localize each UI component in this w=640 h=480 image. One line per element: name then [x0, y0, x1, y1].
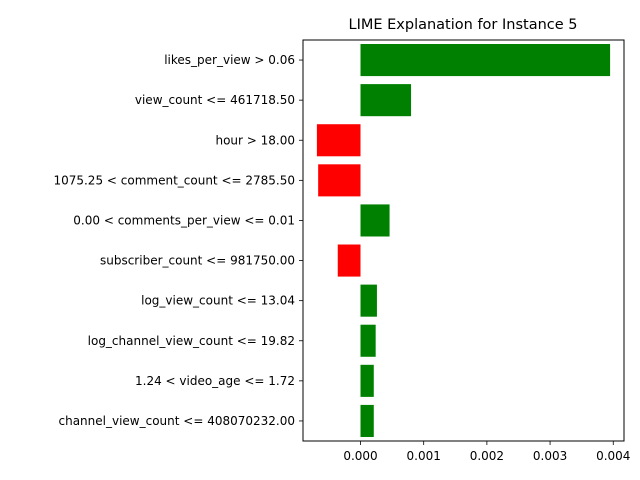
x-tick-label: 0.000	[343, 449, 377, 463]
y-tick-label: 0.00 < comments_per_view <= 0.01	[73, 213, 295, 227]
y-tick-label: channel_view_count <= 408070232.00	[58, 414, 295, 428]
y-tick-label: subscriber_count <= 981750.00	[100, 254, 295, 268]
x-tick-label: 0.001	[407, 449, 441, 463]
y-tick-label: likes_per_view > 0.06	[164, 53, 295, 67]
bar-8	[360, 324, 376, 357]
x-tick-label: 0.002	[470, 449, 504, 463]
y-tick-label: 1.24 < video_age <= 1.72	[135, 374, 295, 388]
bar-4	[318, 164, 361, 197]
y-tick-label: log_channel_view_count <= 19.82	[88, 334, 295, 348]
bar-1	[360, 44, 611, 77]
bar-9	[360, 364, 374, 397]
bar-3	[316, 124, 361, 157]
bar-5	[360, 204, 390, 237]
x-axis: 0.000 0.001 0.002 0.003 0.004	[343, 441, 630, 463]
y-axis: likes_per_view > 0.06 view_count <= 46171…	[53, 53, 303, 428]
bar-6	[337, 244, 361, 277]
x-tick-label: 0.003	[533, 449, 567, 463]
y-tick-label: 1075.25 < comment_count <= 2785.50	[53, 173, 295, 187]
bar-10	[360, 404, 374, 437]
x-tick-label: 0.004	[596, 449, 630, 463]
chart-title: LIME Explanation for Instance 5	[348, 17, 577, 33]
bar-2	[360, 84, 412, 117]
bar-7	[360, 284, 377, 317]
y-tick-label: view_count <= 461718.50	[135, 93, 295, 107]
bars-layer	[316, 44, 611, 437]
plot-frame	[302, 39, 625, 442]
y-tick-label: log_view_count <= 13.04	[141, 294, 295, 308]
y-tick-label: hour > 18.00	[215, 133, 295, 147]
